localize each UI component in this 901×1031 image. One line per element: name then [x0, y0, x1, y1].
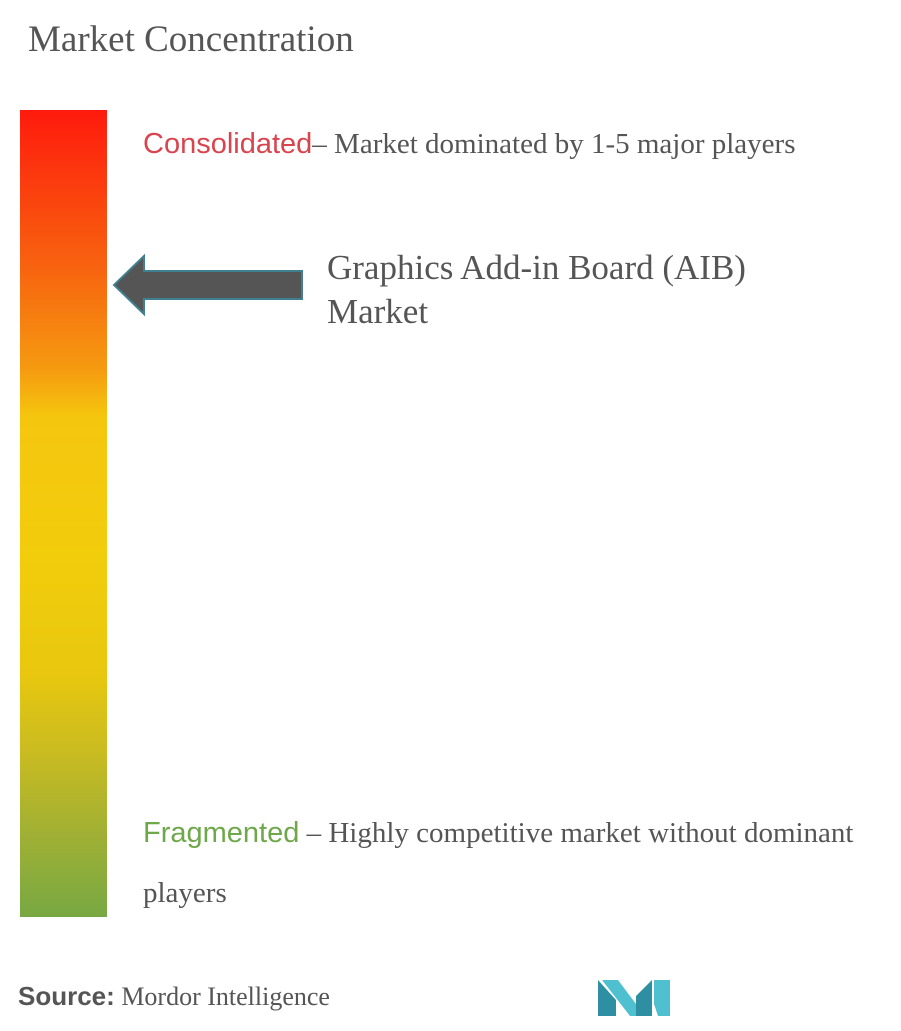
- fragmented-text: – Highly competitive market without domi…: [143, 817, 854, 909]
- fragmented-description: Fragmented – Highly competitive market w…: [143, 803, 863, 923]
- concentration-gradient-bar: [20, 110, 107, 917]
- consolidated-description: Consolidated– Market dominated by 1-5 ma…: [143, 114, 843, 174]
- source-line: Source: Mordor Intelligence: [18, 981, 330, 1012]
- consolidated-text: – Market dominated by 1-5 major players: [312, 128, 796, 160]
- mordor-intelligence-logo-icon: [598, 980, 670, 1016]
- chart-title: Market Concentration: [28, 19, 354, 60]
- arrow-left-icon: [112, 253, 303, 317]
- consolidated-keyword: Consolidated: [143, 128, 313, 160]
- market-name-label: Graphics Add-in Board (AIB) Market: [327, 248, 746, 331]
- source-label: Source:: [18, 981, 115, 1011]
- fragmented-keyword: Fragmented: [143, 817, 300, 849]
- source-value: Mordor Intelligence: [114, 982, 330, 1011]
